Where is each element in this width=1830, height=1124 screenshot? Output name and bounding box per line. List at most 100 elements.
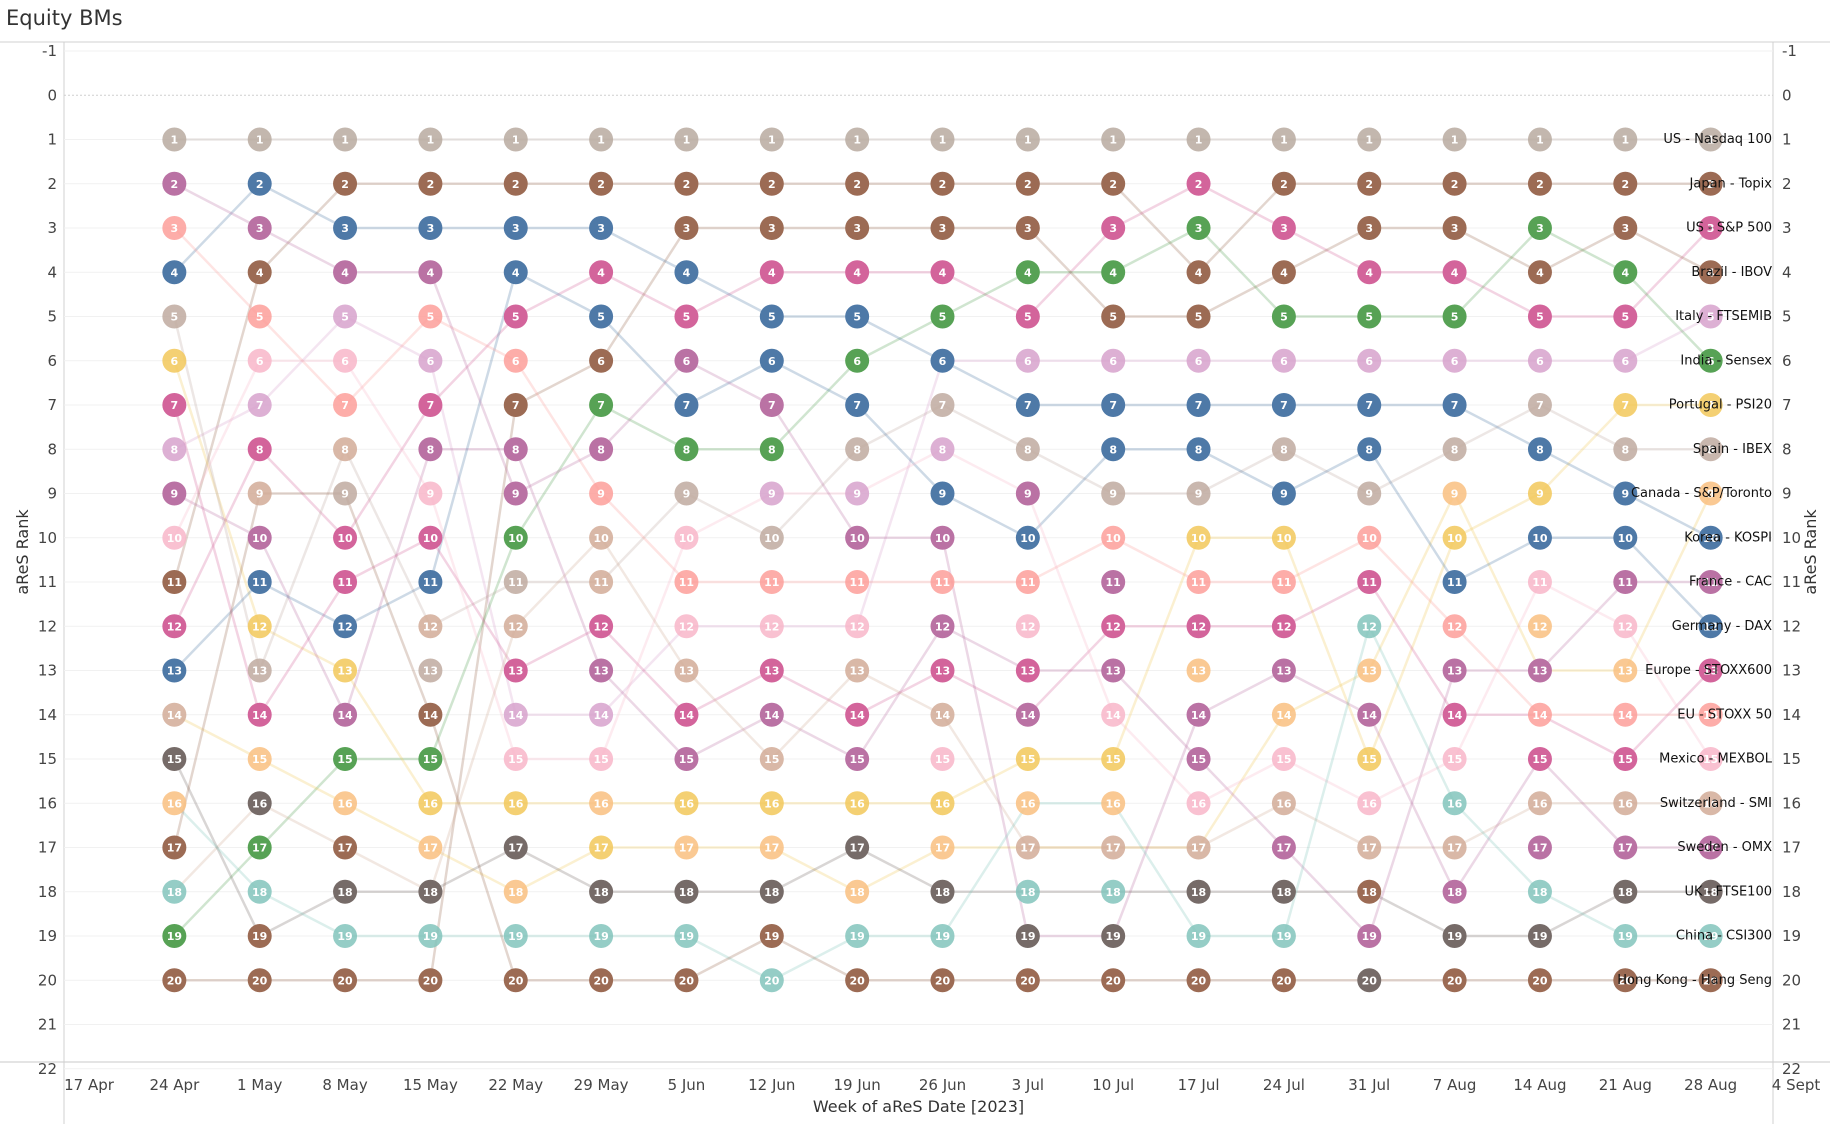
rank-bubble: 10 — [589, 525, 614, 550]
rank-bubble-label: 8 — [1707, 443, 1715, 456]
rank-bubble: 8 — [418, 437, 443, 462]
rank-bubble-circle — [333, 614, 358, 639]
rank-bubble: 8 — [1186, 437, 1211, 462]
rank-bubble: 14 — [759, 702, 784, 727]
rank-bubble-label: 5 — [1365, 311, 1373, 324]
rank-bubble-circle — [674, 614, 699, 639]
rank-bubble: 10 — [333, 525, 358, 550]
rank-bubble-label: 15 — [1276, 753, 1291, 766]
rank-bubble-label: 20 — [508, 974, 524, 987]
rank-bubble-circle — [1613, 171, 1638, 196]
rank-bubble: 1 — [1186, 127, 1211, 152]
y-tick-label: 21 — [38, 1016, 57, 1034]
rank-bubble: 7 — [1527, 393, 1552, 417]
rank-bubble-label: 8 — [1451, 443, 1459, 456]
rank-bubble-label: 8 — [1024, 443, 1032, 456]
rank-bubble: 2 — [1527, 171, 1552, 196]
rank-bubble-circle — [674, 525, 699, 550]
gridlines — [64, 50, 1773, 1070]
rank-bubble: 12 — [1613, 614, 1638, 639]
rank-bubble: 8 — [1015, 437, 1040, 462]
rank-bubble-label: 19 — [167, 930, 182, 943]
rank-bubble-circle — [162, 791, 187, 816]
rank-bubble-circle — [333, 747, 358, 771]
rank-bubble-circle — [930, 924, 955, 948]
x-tick-label: 21 Aug — [1599, 1076, 1652, 1094]
x-axis-ticks: 17 Apr 24 Apr 1 May 8 May 15 May 22 May 29 May… — [64, 1076, 1820, 1094]
rank-bubble-label: 16 — [1020, 797, 1036, 810]
rank-bubble-label: 4 — [512, 266, 520, 279]
rank-bubble-circle — [845, 658, 870, 683]
rank-bubble-label: 15 — [1618, 753, 1633, 766]
rank-bubble-circle — [1271, 968, 1296, 993]
rank-bubble-label: 6 — [1109, 355, 1117, 368]
rank-bubble: 9 — [1101, 481, 1126, 506]
rank-bubble-label: 18 — [1532, 886, 1547, 899]
rank-bubble-circle — [247, 393, 272, 417]
rank-bubble: 11 — [589, 570, 614, 594]
rank-bubble-label: 2 — [171, 178, 179, 191]
rank-bubble-circle — [1442, 968, 1467, 993]
rank-bubble-circle — [930, 304, 955, 329]
rank-bubble-label: 12 — [508, 620, 523, 633]
rank-bubble: 19 — [333, 924, 358, 948]
rank-bubble-circle — [247, 658, 272, 683]
rank-bubble-circle — [333, 835, 358, 860]
rank-bubble-label: 11 — [1106, 576, 1121, 589]
end-labels: US - Nasdaq 100 Japan - Topix US - S&P 500… — [1617, 132, 1772, 988]
rank-bubble-circle — [1442, 127, 1467, 152]
rank-bubble-circle — [1271, 879, 1296, 904]
rank-bubble-label: 4 — [1365, 266, 1373, 279]
rank-bubble-circle — [674, 658, 699, 683]
rank-bubble-circle — [1271, 924, 1296, 948]
rank-bubble-circle — [503, 658, 528, 683]
rank-bubble-circle — [589, 747, 614, 771]
rank-bubble-label: 17 — [764, 842, 779, 855]
rank-bubble-circle — [1186, 879, 1211, 904]
rank-bubble-label: 12 — [849, 620, 864, 633]
series-line — [173, 448, 1711, 938]
rank-bubble: 4 — [1101, 260, 1126, 285]
rank-bubble-circle — [674, 348, 699, 373]
rank-bubble-circle — [1101, 835, 1126, 860]
rank-bubble: 4 — [1613, 260, 1638, 285]
rank-bubble-circle — [333, 570, 358, 594]
rank-bubble-label: 18 — [849, 886, 864, 899]
rank-bubble-circle — [1442, 835, 1467, 860]
rank-bubble-label: 13 — [593, 665, 608, 678]
rank-bubble: 19 — [674, 924, 699, 948]
rank-bubble-circle — [418, 127, 443, 152]
rank-bubble-circle — [845, 702, 870, 727]
rank-bubble: 5 — [1698, 304, 1723, 329]
rank-bubble: 2 — [333, 171, 358, 196]
rank-bubble-label: 5 — [1536, 311, 1544, 324]
rank-bubble: 6 — [759, 348, 784, 373]
rank-bubble-label: 4 — [1280, 266, 1288, 279]
rank-bubble-circle — [1442, 525, 1467, 550]
rank-bubble-label: 4 — [1109, 266, 1117, 279]
rank-bubble-label: 8 — [768, 443, 776, 456]
rank-bubble-circle — [674, 835, 699, 860]
rank-bubble-label: 5 — [256, 311, 264, 324]
rank-bubble-circle — [1186, 260, 1211, 285]
rank-bubble: 3 — [247, 216, 272, 240]
rank-bubble-circle — [1101, 171, 1126, 196]
rank-bubble-label: 9 — [512, 488, 520, 501]
rank-bubble-circle — [162, 393, 187, 417]
rank-bubble: 6 — [418, 348, 443, 373]
rank-bubble: 16 — [759, 791, 784, 816]
y-tick-label: 3 — [47, 219, 57, 237]
y-tick-label: 9 — [47, 485, 57, 503]
rank-bubble-label: 12 — [1618, 620, 1633, 633]
rank-bubble: 10 — [1527, 525, 1552, 550]
rank-bubble: 10 — [418, 525, 443, 550]
rank-bubble-circle — [503, 304, 528, 329]
rank-bubble: 6 — [845, 348, 870, 373]
rank-bubble-label: 10 — [1191, 532, 1207, 545]
rank-bubble-label: 16 — [423, 797, 439, 810]
rank-bubble-circle — [1271, 481, 1296, 506]
rank-bubble-circle — [589, 570, 614, 594]
rank-bubble-label: 13 — [764, 665, 779, 678]
rank-bubble-label: 18 — [337, 886, 352, 899]
rank-bubble-label: 19 — [1703, 930, 1718, 943]
